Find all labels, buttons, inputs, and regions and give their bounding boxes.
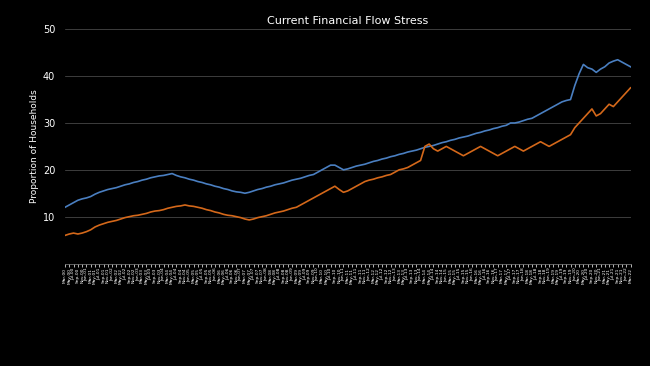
Title: Current Financial Flow Stress: Current Financial Flow Stress bbox=[267, 16, 428, 26]
Y-axis label: Proportion of Households: Proportion of Households bbox=[30, 90, 39, 203]
